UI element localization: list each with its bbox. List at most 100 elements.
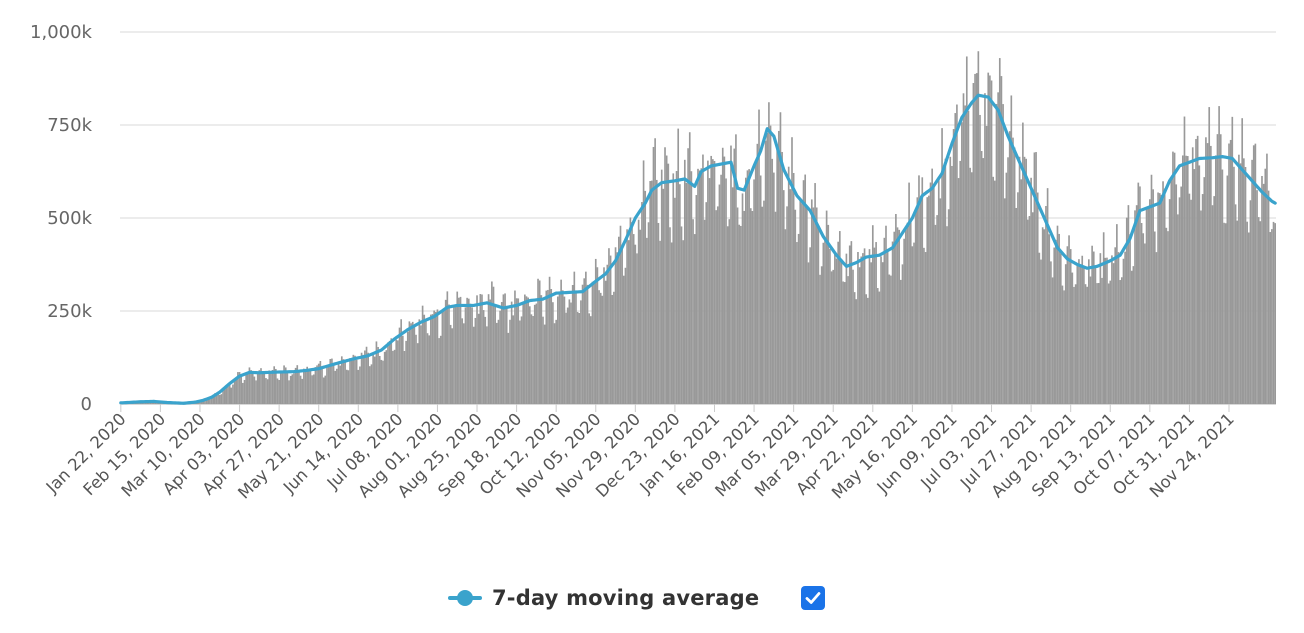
daily-bar (881, 262, 884, 404)
daily-bar (822, 242, 825, 404)
daily-bar (1074, 284, 1077, 404)
daily-bar (1076, 264, 1079, 404)
daily-bar (303, 368, 305, 404)
daily-bar (733, 148, 736, 404)
daily-bar (1061, 285, 1064, 404)
daily-bar (397, 340, 399, 404)
daily-bar (1030, 177, 1032, 404)
daily-bar (1127, 205, 1130, 404)
daily-bar (1210, 145, 1212, 404)
daily-bar (301, 378, 304, 404)
daily-bar (400, 319, 402, 404)
daily-bar (1083, 267, 1085, 404)
daily-bar (528, 306, 531, 404)
daily-bar (817, 227, 820, 404)
y-tick-label: 750k (47, 115, 92, 136)
daily-bar (862, 253, 864, 404)
daily-bar (680, 226, 683, 404)
daily-bar (1020, 179, 1023, 404)
daily-bar (431, 314, 434, 404)
daily-bar (746, 170, 749, 404)
daily-bar (1246, 221, 1248, 404)
daily-bar (268, 370, 271, 404)
daily-bar (664, 147, 666, 404)
daily-bar (242, 382, 244, 404)
daily-bar (405, 340, 407, 404)
daily-bar (754, 163, 757, 404)
daily-bar (994, 180, 996, 404)
daily-bar (776, 146, 778, 404)
daily-bar (1211, 205, 1214, 404)
daily-bar (240, 374, 243, 404)
daily-bar (256, 372, 259, 404)
legend-checkbox[interactable] (801, 586, 826, 610)
daily-bar (212, 396, 214, 404)
daily-bar (246, 372, 249, 404)
daily-bar (601, 295, 604, 404)
daily-bar (679, 184, 681, 404)
legend-item-moving-average[interactable]: 7-day moving average (448, 586, 759, 610)
daily-bar (604, 280, 607, 404)
daily-bar (514, 290, 516, 404)
daily-bar (1236, 220, 1239, 404)
daily-bar (959, 160, 962, 404)
daily-bar (878, 291, 881, 404)
daily-bar (479, 294, 482, 404)
daily-bar (207, 399, 210, 404)
daily-bar (957, 178, 960, 404)
daily-bar (558, 293, 561, 404)
daily-bar (911, 246, 914, 404)
daily-bar (608, 248, 610, 404)
daily-bar (418, 319, 421, 404)
daily-bar (637, 219, 640, 404)
daily-bar (222, 388, 224, 404)
daily-bar (453, 307, 455, 404)
daily-bar (441, 310, 444, 404)
daily-bar (1147, 207, 1150, 404)
daily-bar (362, 354, 365, 404)
daily-bar (1247, 232, 1250, 404)
daily-bar (359, 366, 361, 404)
daily-bar (1104, 257, 1107, 404)
daily-bar (797, 233, 800, 404)
daily-bar (598, 290, 600, 404)
daily-bar (273, 366, 276, 404)
daily-bar (380, 359, 383, 404)
daily-bar (382, 360, 384, 404)
daily-bar (1134, 210, 1136, 404)
daily-bar (848, 245, 851, 404)
daily-bar (261, 372, 264, 404)
daily-bar (1005, 172, 1008, 404)
daily-bar (263, 371, 266, 404)
daily-bar (392, 350, 394, 404)
daily-bar (989, 75, 991, 404)
daily-bar (753, 179, 755, 404)
daily-bar (365, 346, 368, 404)
daily-bar (1053, 247, 1056, 404)
daily-bar (594, 258, 597, 404)
daily-bar (695, 195, 698, 404)
daily-bar (317, 363, 320, 404)
daily-bar (294, 367, 297, 404)
daily-bar (387, 342, 389, 404)
daily-bar (344, 359, 346, 404)
daily-bar (304, 371, 307, 404)
daily-bar (1058, 233, 1060, 404)
daily-bar (1120, 277, 1123, 404)
daily-bar (1249, 200, 1252, 404)
daily-bar (632, 234, 635, 404)
daily-bar (519, 320, 521, 404)
daily-bar (995, 103, 998, 404)
daily-bar (326, 366, 328, 404)
daily-bar (641, 202, 643, 404)
daily-bar (505, 306, 508, 404)
daily-bar (433, 310, 435, 404)
daily-bar (210, 397, 213, 404)
daily-bar (903, 238, 905, 404)
daily-bar (1116, 224, 1118, 404)
daily-bar (1071, 272, 1074, 404)
daily-bar (662, 188, 665, 404)
daily-bar (751, 210, 754, 404)
daily-bar (744, 177, 747, 404)
daily-bar (265, 378, 267, 404)
